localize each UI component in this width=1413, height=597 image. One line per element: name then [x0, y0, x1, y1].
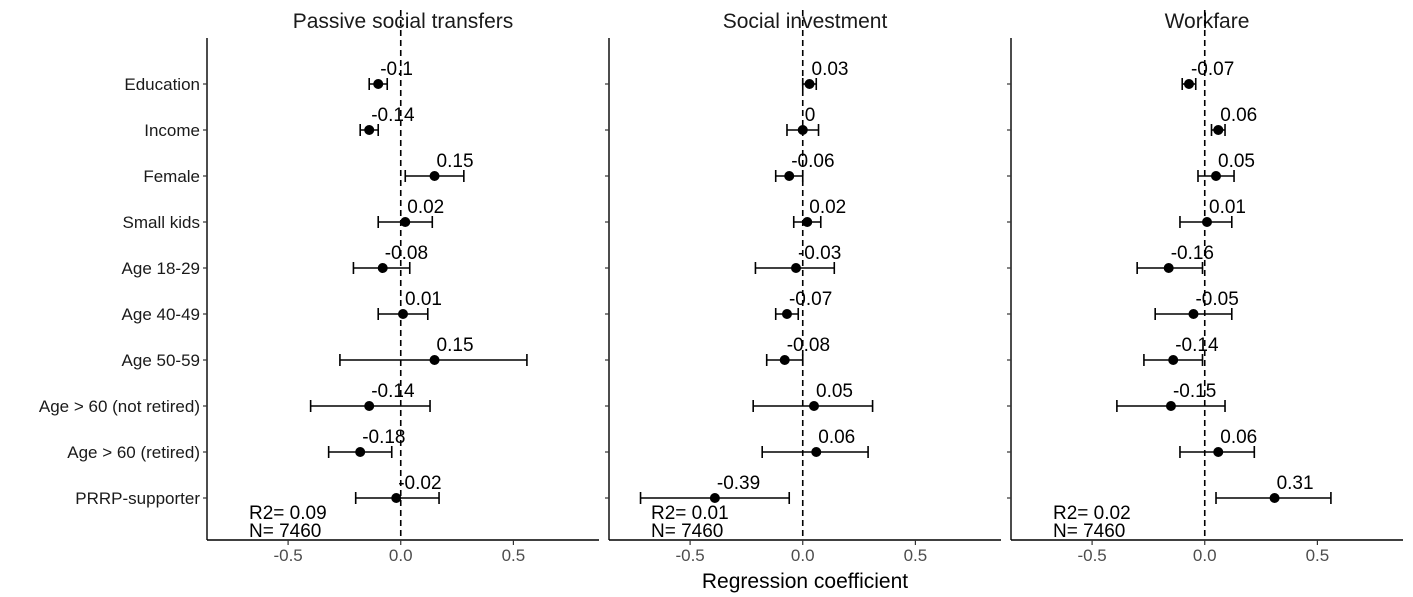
point-estimate	[364, 125, 375, 135]
data-label: -0.39	[717, 473, 760, 494]
panel-2: Social investment -0.5 0.0 0.5 0.03 0 -0.06 0.0…	[605, 10, 1001, 565]
y-tick-label: Age 50-59	[122, 351, 200, 370]
data-label: -0.14	[1175, 335, 1219, 356]
data-label: -0.15	[1173, 381, 1216, 402]
data-label: 0	[805, 105, 816, 126]
point-estimate	[364, 401, 375, 411]
data-label: -0.06	[791, 151, 834, 172]
point-estimate	[709, 493, 720, 503]
point-estimate	[811, 447, 822, 457]
data-label: 0.01	[405, 289, 442, 310]
n-stat: N= 7460	[1053, 521, 1125, 542]
data-label: -0.08	[787, 335, 830, 356]
point-estimate	[1165, 401, 1176, 411]
y-tick-label: Age 18-29	[122, 259, 200, 278]
data-label: 0.01	[1209, 197, 1246, 218]
data-label: 0.02	[407, 197, 444, 218]
point-estimate	[1163, 263, 1174, 273]
panel-1: Passive social transfers -0.5 0.0 0.5 -0.1 -0…	[203, 10, 599, 565]
y-tick-label: Age 40-49	[122, 305, 200, 324]
point-estimate	[1183, 79, 1194, 89]
x-tick-label: -0.5	[273, 546, 302, 565]
x-tick-label: -0.5	[675, 546, 704, 565]
point-estimate	[429, 171, 440, 181]
point-estimate	[355, 447, 366, 457]
y-tick-label: Age > 60 (not retired)	[39, 397, 200, 416]
data-label: -0.03	[798, 243, 841, 264]
y-tick-label: Income	[144, 121, 200, 140]
panel-title: Passive social transfers	[293, 10, 514, 33]
y-tick-label: Small kids	[123, 213, 200, 232]
n-stat: N= 7460	[249, 521, 321, 542]
x-tick-label: 0.0	[1193, 546, 1217, 565]
data-label: -0.07	[1191, 59, 1234, 80]
data-label: 0.31	[1277, 473, 1314, 494]
point-estimate	[802, 217, 813, 227]
point-estimate	[1168, 355, 1179, 365]
r2-stat: R2= 0.01	[651, 503, 729, 524]
n-stat: N= 7460	[651, 521, 723, 542]
point-estimate	[804, 79, 815, 89]
x-tick-label: 0.5	[904, 546, 928, 565]
r2-stat: R2= 0.09	[249, 503, 327, 524]
data-label: -0.14	[371, 105, 415, 126]
x-tick-label: 0.5	[502, 546, 526, 565]
data-label: 0.06	[1220, 105, 1257, 126]
y-tick-label: Female	[143, 167, 200, 186]
point-estimate	[779, 355, 790, 365]
point-estimate	[1269, 493, 1280, 503]
point-estimate	[377, 263, 388, 273]
x-axis-title: Regression coefficient	[702, 570, 908, 593]
x-tick-label: 0.0	[791, 546, 815, 565]
point-estimate	[797, 125, 808, 135]
data-label: 0.02	[809, 197, 846, 218]
point-estimate	[784, 171, 795, 181]
point-estimate	[781, 309, 792, 319]
point-estimate	[1211, 171, 1222, 181]
y-tick-label: Education	[124, 75, 200, 94]
data-label: -0.02	[398, 473, 441, 494]
data-label: -0.16	[1171, 243, 1214, 264]
r2-stat: R2= 0.02	[1053, 503, 1131, 524]
point-estimate	[373, 79, 384, 89]
y-tick-label: Age > 60 (retired)	[67, 443, 200, 462]
point-estimate	[391, 493, 402, 503]
point-estimate	[1213, 125, 1224, 135]
data-label: -0.08	[385, 243, 428, 264]
data-label: 0.06	[818, 427, 855, 448]
data-label: 0.05	[1218, 151, 1255, 172]
data-label: -0.14	[371, 381, 415, 402]
point-estimate	[1202, 217, 1212, 227]
point-estimate	[400, 217, 411, 227]
x-tick-label: -0.5	[1077, 546, 1106, 565]
data-label: 0.03	[812, 59, 849, 80]
point-estimate	[1213, 447, 1224, 457]
panel-title: Workfare	[1165, 10, 1250, 33]
panel-title: Social investment	[723, 10, 888, 33]
data-label: -0.18	[362, 427, 405, 448]
x-tick-label: 0.0	[389, 546, 413, 565]
data-label: 0.05	[816, 381, 853, 402]
data-label: -0.07	[789, 289, 832, 310]
point-estimate	[398, 309, 408, 319]
point-estimate	[1188, 309, 1199, 319]
data-label: 0.15	[437, 335, 474, 356]
point-estimate	[429, 355, 440, 365]
data-label: -0.05	[1195, 289, 1238, 310]
point-estimate	[790, 263, 801, 273]
panel-3: Workfare -0.5 0.0 0.5 -0.07 0.06 0.05 0.01 -0.16…	[1007, 10, 1403, 565]
y-tick-label: PRRP-supporter	[75, 489, 200, 508]
data-label: 0.06	[1220, 427, 1257, 448]
data-label: 0.15	[437, 151, 474, 172]
point-estimate	[809, 401, 820, 411]
data-label: -0.1	[380, 59, 413, 80]
x-tick-label: 0.5	[1306, 546, 1330, 565]
